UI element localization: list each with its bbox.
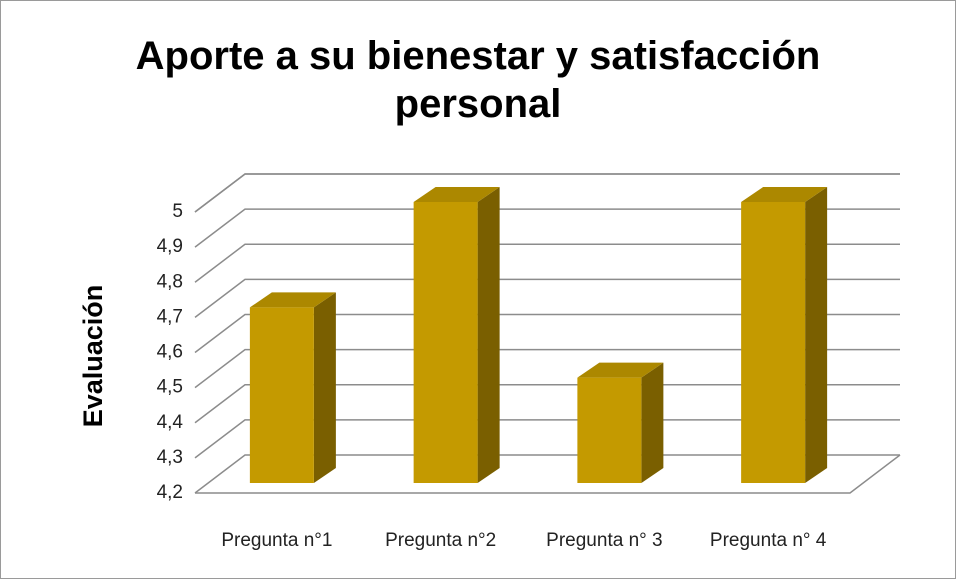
grid-line [194,278,900,318]
grid-line [194,454,900,494]
grid-line [194,384,900,424]
bar-top [577,362,664,378]
bar-side [313,292,336,483]
bar-front [249,307,314,483]
y-tick-label: 4,5 [157,377,183,398]
bar-front [741,202,806,483]
y-tick-label: 5 [172,201,183,222]
y-tick-label: 4,7 [157,306,183,327]
y-tick-label: 4,9 [157,236,183,257]
y-tick-label: 4,2 [157,482,183,503]
bar [413,187,500,483]
bar-front [577,377,642,483]
grid-line [194,243,900,283]
y-axis-label: Evaluación [78,285,108,428]
bar-top [249,292,336,308]
x-tick-label: Pregunta n° 3 [546,530,662,551]
x-tick-label: Pregunta n°1 [221,530,332,551]
bar-top [413,187,500,202]
grid-line [194,173,900,213]
chart-title: Aporte a su bienestar y satisfacción per… [135,34,821,126]
grid-line [194,313,900,354]
x-tick-label: Pregunta n°2 [385,530,496,551]
bar [577,362,664,483]
bar-side [477,187,500,483]
grid-line [194,348,900,389]
floor [195,454,901,494]
grid-line [194,208,900,248]
y-tick-label: 4,6 [157,342,183,363]
bar [741,187,828,483]
bar-side [805,187,828,483]
bar-top [741,187,828,202]
y-tick-label: 4,8 [157,271,183,292]
bar-side [641,362,664,483]
bar-front [413,202,478,483]
x-tick-label: Pregunta n° 4 [710,530,827,551]
y-tick-label: 4,4 [157,412,184,433]
grid-line [194,419,900,459]
y-tick-label: 4,3 [157,447,183,468]
bar [249,292,336,483]
